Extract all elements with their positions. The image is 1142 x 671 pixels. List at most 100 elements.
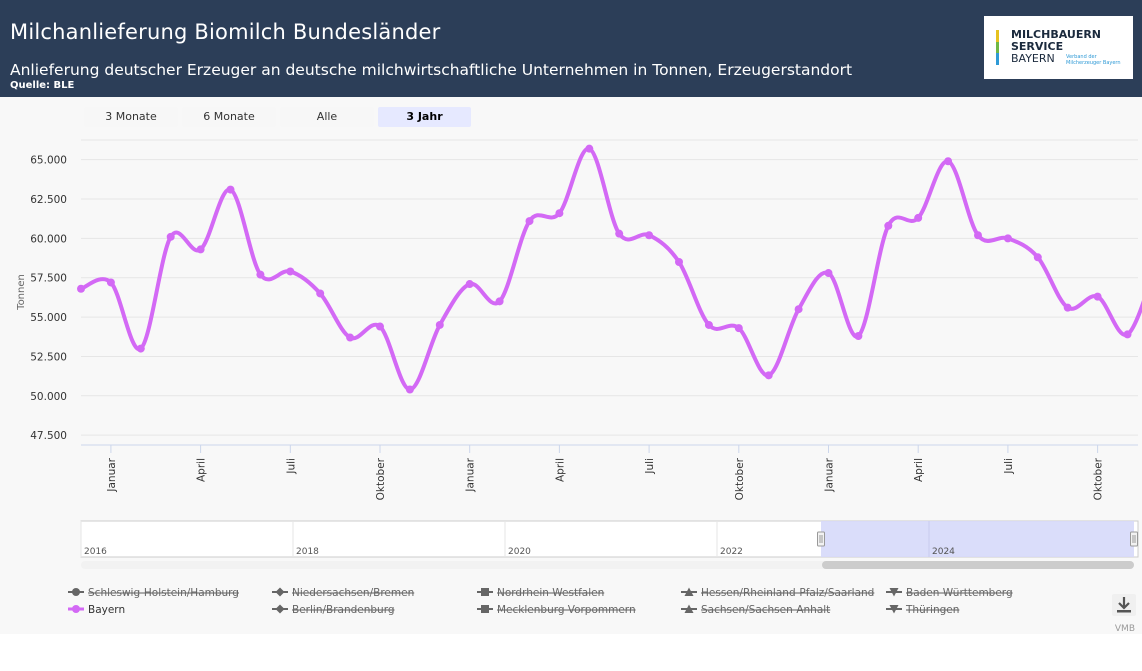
x-tick-label: Oktober <box>1093 457 1105 500</box>
legend-label[interactable]: Hessen/Rheinland-Pfalz/Saarland <box>701 587 874 599</box>
y-tick-label: 55.000 <box>30 312 67 324</box>
legend-label[interactable]: Berlin/Brandenburg <box>292 604 395 616</box>
y-tick-label: 60.000 <box>30 233 67 245</box>
data-point[interactable] <box>585 144 594 153</box>
data-point[interactable] <box>794 305 803 314</box>
data-point[interactable] <box>944 157 953 166</box>
range-button-3-jahr[interactable]: 3 Jahr <box>378 107 471 127</box>
series-bayern[interactable] <box>77 144 1142 394</box>
grid-lines <box>81 139 1138 436</box>
data-point[interactable] <box>136 344 145 353</box>
data-point[interactable] <box>645 231 654 240</box>
legend-marker <box>72 588 80 596</box>
legend-item[interactable]: Schleswig-Holstein/Hamburg <box>68 587 239 599</box>
milchbauern-service-bayern-logo: MILCHBAUERN SERVICE BAYERN Verband der M… <box>984 16 1133 79</box>
data-point[interactable] <box>914 213 923 222</box>
legend-label[interactable]: Bayern <box>88 604 125 616</box>
navigator-selected-range[interactable] <box>821 521 1134 557</box>
legend-label[interactable]: Nordrhein-Westfalen <box>497 587 604 599</box>
navigator[interactable]: 201620182020202220242024 <box>80 520 1139 569</box>
x-tick-label: Juli <box>644 458 656 475</box>
legend-label[interactable]: Schleswig-Holstein/Hamburg <box>88 587 239 599</box>
y-tick-label: 62.500 <box>30 194 67 206</box>
data-point[interactable] <box>1093 292 1102 301</box>
data-point[interactable] <box>226 185 235 194</box>
legend-item[interactable]: Baden-Württemberg <box>886 587 1013 599</box>
legend-marker <box>684 604 694 613</box>
legend-label[interactable]: Niedersachsen/Bremen <box>292 587 414 599</box>
data-point[interactable] <box>1003 234 1012 243</box>
data-point[interactable] <box>166 232 175 241</box>
scrollbar-thumb[interactable] <box>822 561 1134 569</box>
data-point[interactable] <box>405 385 414 394</box>
data-point[interactable] <box>704 320 713 329</box>
legend-item[interactable]: Bayern <box>68 604 125 616</box>
x-tick-label: April <box>196 458 208 482</box>
data-point[interactable] <box>77 284 85 293</box>
data-point[interactable] <box>854 331 863 340</box>
export-button[interactable] <box>1112 594 1136 616</box>
x-tick-label: Januar <box>465 457 477 492</box>
data-point[interactable] <box>555 209 564 218</box>
chart-subtitle: Anlieferung deutscher Erzeuger an deutsc… <box>10 61 853 79</box>
data-point[interactable] <box>764 371 773 380</box>
download-icon <box>1118 597 1130 610</box>
legend-label[interactable]: Baden-Württemberg <box>906 587 1013 599</box>
range-button-3-monate[interactable]: 3 Monate <box>84 107 178 127</box>
data-point[interactable] <box>734 324 743 333</box>
data-point[interactable] <box>1063 303 1072 312</box>
data-point[interactable] <box>376 322 384 331</box>
data-point[interactable] <box>1033 253 1042 262</box>
y-tick-label: 47.500 <box>30 430 67 442</box>
x-tick-label: Januar <box>106 457 118 492</box>
legend-marker <box>481 605 489 613</box>
data-point[interactable] <box>196 245 205 254</box>
navigator-year-label: 2016 <box>84 547 107 557</box>
data-point[interactable] <box>286 267 295 276</box>
legend-marker <box>481 588 489 596</box>
navigator-year-label: 2020 <box>508 547 531 557</box>
x-tick-label: Oktober <box>375 457 387 500</box>
data-point[interactable] <box>316 289 325 298</box>
legend-item[interactable]: Berlin/Brandenburg <box>272 604 395 616</box>
data-point[interactable] <box>615 229 624 238</box>
legend-item[interactable]: Niedersachsen/Bremen <box>272 587 414 599</box>
data-point[interactable] <box>435 320 444 329</box>
chart-source: Quelle: BLE <box>10 80 75 91</box>
range-button-alle[interactable]: Alle <box>280 107 374 127</box>
navigator-handle[interactable] <box>817 531 825 547</box>
legend-label[interactable]: Thüringen <box>905 604 959 616</box>
legend-item[interactable]: Sachsen/Sachsen-Anhalt <box>681 604 830 616</box>
y-tick-label: 65.000 <box>30 155 67 167</box>
data-point[interactable] <box>346 333 355 342</box>
legend[interactable]: Schleswig-Holstein/Hamburg Bayern Niedersa… <box>68 587 1013 616</box>
data-point[interactable] <box>106 278 115 287</box>
range-button-6-monate[interactable]: 6 Monate <box>182 107 276 127</box>
navigator-handle[interactable] <box>1130 531 1138 547</box>
data-point[interactable] <box>525 217 534 226</box>
data-point[interactable] <box>824 269 833 278</box>
credits: VMB <box>1115 624 1135 634</box>
chart-header: Milchanlieferung Biomilch Bundesländer A… <box>0 0 1142 97</box>
x-tick-label: April <box>913 458 925 482</box>
data-point[interactable] <box>974 231 982 240</box>
legend-item[interactable]: Nordrhein-Westfalen <box>477 587 604 599</box>
y-tick-label: 52.500 <box>30 351 67 363</box>
legend-item[interactable]: Hessen/Rheinland-Pfalz/Saarland <box>681 587 874 599</box>
logo-line-3: BAYERN <box>1011 52 1055 65</box>
legend-item[interactable]: Mecklenburg-Vorpommern <box>477 604 636 616</box>
data-point[interactable] <box>675 258 683 266</box>
data-point[interactable] <box>256 270 265 279</box>
y-axis-title: Tonnen <box>16 274 27 311</box>
data-point[interactable] <box>465 280 474 289</box>
data-point[interactable] <box>1123 330 1132 339</box>
legend-item[interactable]: Thüringen <box>886 604 959 616</box>
logo-line-1: MILCHBAUERN <box>1011 28 1102 41</box>
legend-marker <box>72 605 80 613</box>
data-point[interactable] <box>495 297 504 306</box>
y-tick-label: 50.000 <box>30 391 67 403</box>
data-point[interactable] <box>884 221 893 230</box>
legend-marker <box>889 605 899 614</box>
legend-label[interactable]: Mecklenburg-Vorpommern <box>497 604 636 616</box>
legend-label[interactable]: Sachsen/Sachsen-Anhalt <box>701 604 830 616</box>
